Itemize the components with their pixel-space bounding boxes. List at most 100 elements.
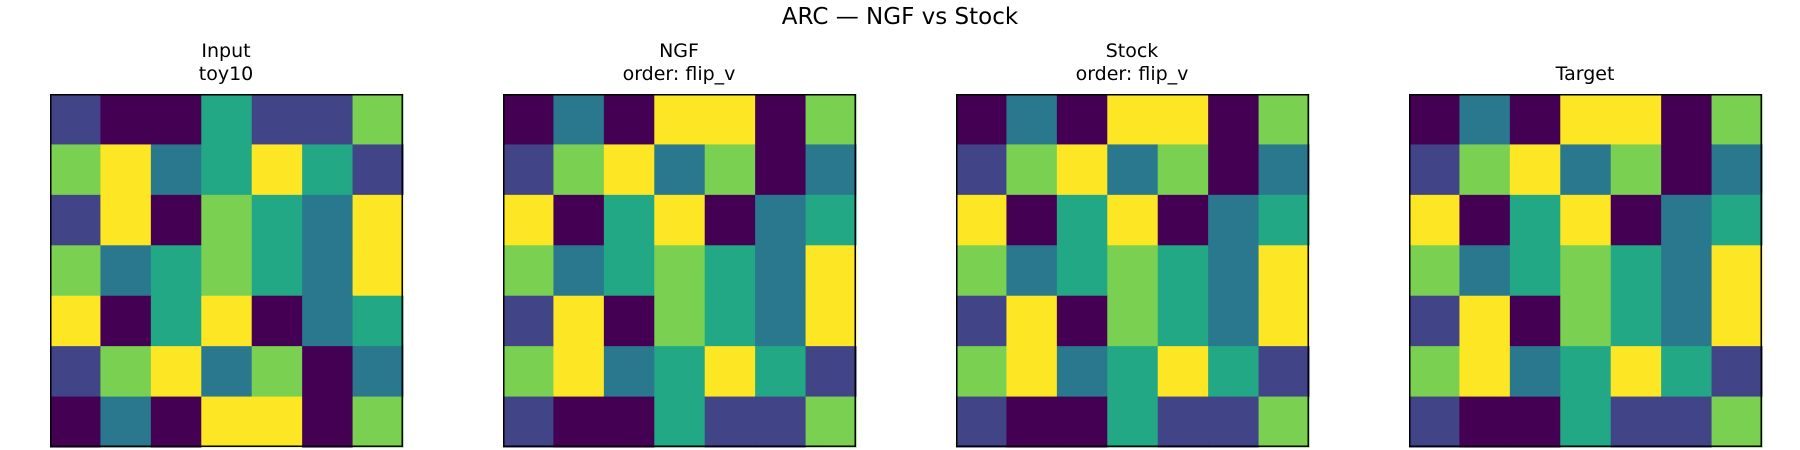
- grid-cell: [50, 396, 102, 448]
- grid-cell: [352, 295, 404, 347]
- grid-cell: [956, 144, 1008, 196]
- grid-cell: [1208, 144, 1260, 196]
- grid-cell: [100, 295, 152, 347]
- grid-cell: [1006, 245, 1058, 297]
- grid-cell: [201, 245, 253, 297]
- grid-cell: [553, 346, 605, 398]
- grid-cell: [1107, 295, 1159, 347]
- grid-cell: [553, 295, 605, 347]
- grid-cell: [1409, 94, 1461, 146]
- grid-cell: [1661, 94, 1713, 146]
- grid-cell: [1711, 346, 1763, 398]
- grid-cell: [805, 94, 857, 146]
- grid-cell: [1711, 194, 1763, 246]
- grid-cell: [1258, 194, 1310, 246]
- grid-cell: [150, 396, 202, 448]
- grid-cell: [1509, 396, 1561, 448]
- grid-cell: [1560, 144, 1612, 196]
- grid-cell: [201, 144, 253, 196]
- grid-cell: [1107, 346, 1159, 398]
- panel-title-line: order: flip_v: [622, 63, 736, 85]
- grid-cell: [1409, 144, 1461, 196]
- grid-cell: [1056, 94, 1108, 146]
- grid-cell: [1509, 295, 1561, 347]
- grid-cell: [654, 194, 706, 246]
- grid-cell: [251, 94, 303, 146]
- grid-cell: [1661, 144, 1713, 196]
- grid-cell: [50, 94, 102, 146]
- grid-cell: [1258, 94, 1310, 146]
- grid-cell: [1006, 295, 1058, 347]
- grid-cell: [1509, 94, 1561, 146]
- grid-cell: [956, 295, 1008, 347]
- grid-cell: [654, 346, 706, 398]
- grid-cell: [1560, 295, 1612, 347]
- grid-cell: [1056, 194, 1108, 246]
- heatmap-grid-1: [503, 94, 857, 448]
- grid-cell: [1459, 346, 1511, 398]
- grid-cell: [1409, 295, 1461, 347]
- grid-cell: [603, 144, 655, 196]
- panel-title-0: Input toy10: [46, 40, 406, 86]
- grid-cell: [1560, 94, 1612, 146]
- grid-cell: [1459, 245, 1511, 297]
- grid-cell: [704, 295, 756, 347]
- grid-cell: [1208, 194, 1260, 246]
- grid-cell: [1258, 396, 1310, 448]
- grid-cell: [1107, 245, 1159, 297]
- grid-cell: [302, 396, 354, 448]
- grid-cell: [150, 94, 202, 146]
- grid-cell: [251, 396, 303, 448]
- figure-title: ARC — NGF vs Stock: [781, 4, 1019, 30]
- grid-cell: [1610, 144, 1662, 196]
- grid-cell: [503, 194, 555, 246]
- grid-cell: [150, 295, 202, 347]
- grid-cell: [1711, 245, 1763, 297]
- grid-cell: [603, 346, 655, 398]
- grid-cell: [755, 346, 807, 398]
- grid-cell: [1409, 346, 1461, 398]
- grid-cell: [805, 194, 857, 246]
- grid-cell: [1459, 144, 1511, 196]
- grid-cell: [1056, 245, 1108, 297]
- grid-cell: [603, 194, 655, 246]
- grid-cell: [1610, 396, 1662, 448]
- grid-cell: [150, 346, 202, 398]
- grid-cell: [1610, 346, 1662, 398]
- grid-cell: [503, 396, 555, 448]
- grid-cell: [150, 194, 202, 246]
- grid-cell: [352, 194, 404, 246]
- grid-frame: [1409, 94, 1762, 447]
- panel-title-3: Target: [1405, 63, 1765, 86]
- grid-cell: [201, 295, 253, 347]
- panel-title-line: toy10: [198, 63, 254, 85]
- grid-cell: [251, 144, 303, 196]
- grid-cell: [755, 396, 807, 448]
- grid-cell: [805, 346, 857, 398]
- grid-cell: [352, 245, 404, 297]
- grid-cell: [1509, 194, 1561, 246]
- grid-cell: [251, 295, 303, 347]
- grid-cell: [704, 144, 756, 196]
- grid-cell: [704, 396, 756, 448]
- grid-cell: [1208, 295, 1260, 347]
- grid-cell: [1509, 144, 1561, 196]
- grid-cell: [654, 94, 706, 146]
- grid-cell: [1610, 245, 1662, 297]
- grid-cell: [805, 295, 857, 347]
- grid-cell: [1056, 144, 1108, 196]
- panel-title-line: Stock: [1105, 40, 1159, 62]
- grid-cell: [50, 346, 102, 398]
- grid-cell: [1157, 396, 1209, 448]
- grid-cell: [352, 396, 404, 448]
- grid-cell: [1711, 144, 1763, 196]
- grid-cell: [1208, 245, 1260, 297]
- panel-title-2: Stock order: flip_v: [952, 40, 1312, 86]
- grid-cell: [1056, 295, 1108, 347]
- grid-cell: [1006, 346, 1058, 398]
- grid-frame: [956, 94, 1309, 447]
- grid-cell: [100, 144, 152, 196]
- panel-title-line: order: flip_v: [1075, 63, 1189, 85]
- grid-cell: [1661, 346, 1713, 398]
